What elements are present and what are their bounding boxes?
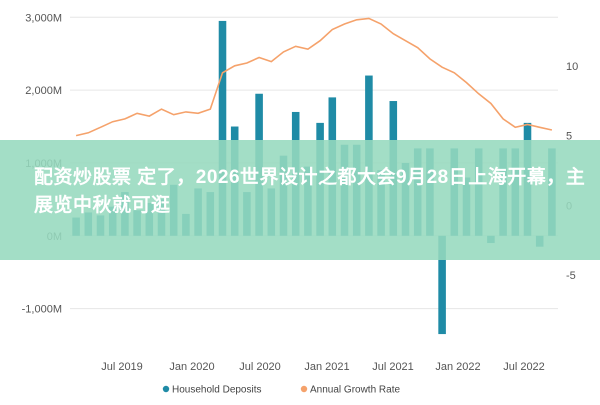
legend-marker-annual-growth-rate xyxy=(300,385,308,393)
x-tick-label: Jan 2022 xyxy=(435,361,480,373)
legend-label-household-deposits: Household Deposits xyxy=(172,385,262,396)
right-tick-label: 5 xyxy=(566,131,572,143)
legend-label-annual-growth-rate: Annual Growth Rate xyxy=(310,385,400,396)
right-tick-label: 10 xyxy=(566,61,578,73)
x-tick-label: Jul 2019 xyxy=(101,361,143,373)
x-tick-label: Jul 2021 xyxy=(372,361,414,373)
left-tick-label: 2,000M xyxy=(25,85,62,97)
left-tick-label: 3,000M xyxy=(25,12,62,24)
line-annual-growth-rate xyxy=(75,17,553,137)
bar-household-deposits xyxy=(438,235,446,335)
x-tick-label: Jan 2020 xyxy=(169,361,214,373)
right-tick-label: -5 xyxy=(566,270,576,282)
x-tick-label: Jan 2021 xyxy=(304,361,349,373)
headline-text: 配资炒股票 定了，2026世界设计之都大会9月28日上海开幕，主展览中秋就可逛 xyxy=(34,167,586,216)
legend-marker-household-deposits xyxy=(162,385,170,393)
bar-household-deposits xyxy=(218,20,227,236)
headline-banner[interactable]: 配资炒股票 定了，2026世界设计之都大会9月28日上海开幕，主展览中秋就可逛 xyxy=(0,140,600,260)
left-tick-label: -1,000M xyxy=(22,304,62,316)
x-tick-label: Jul 2022 xyxy=(503,361,545,373)
x-tick-label: Jul 2020 xyxy=(239,361,281,373)
